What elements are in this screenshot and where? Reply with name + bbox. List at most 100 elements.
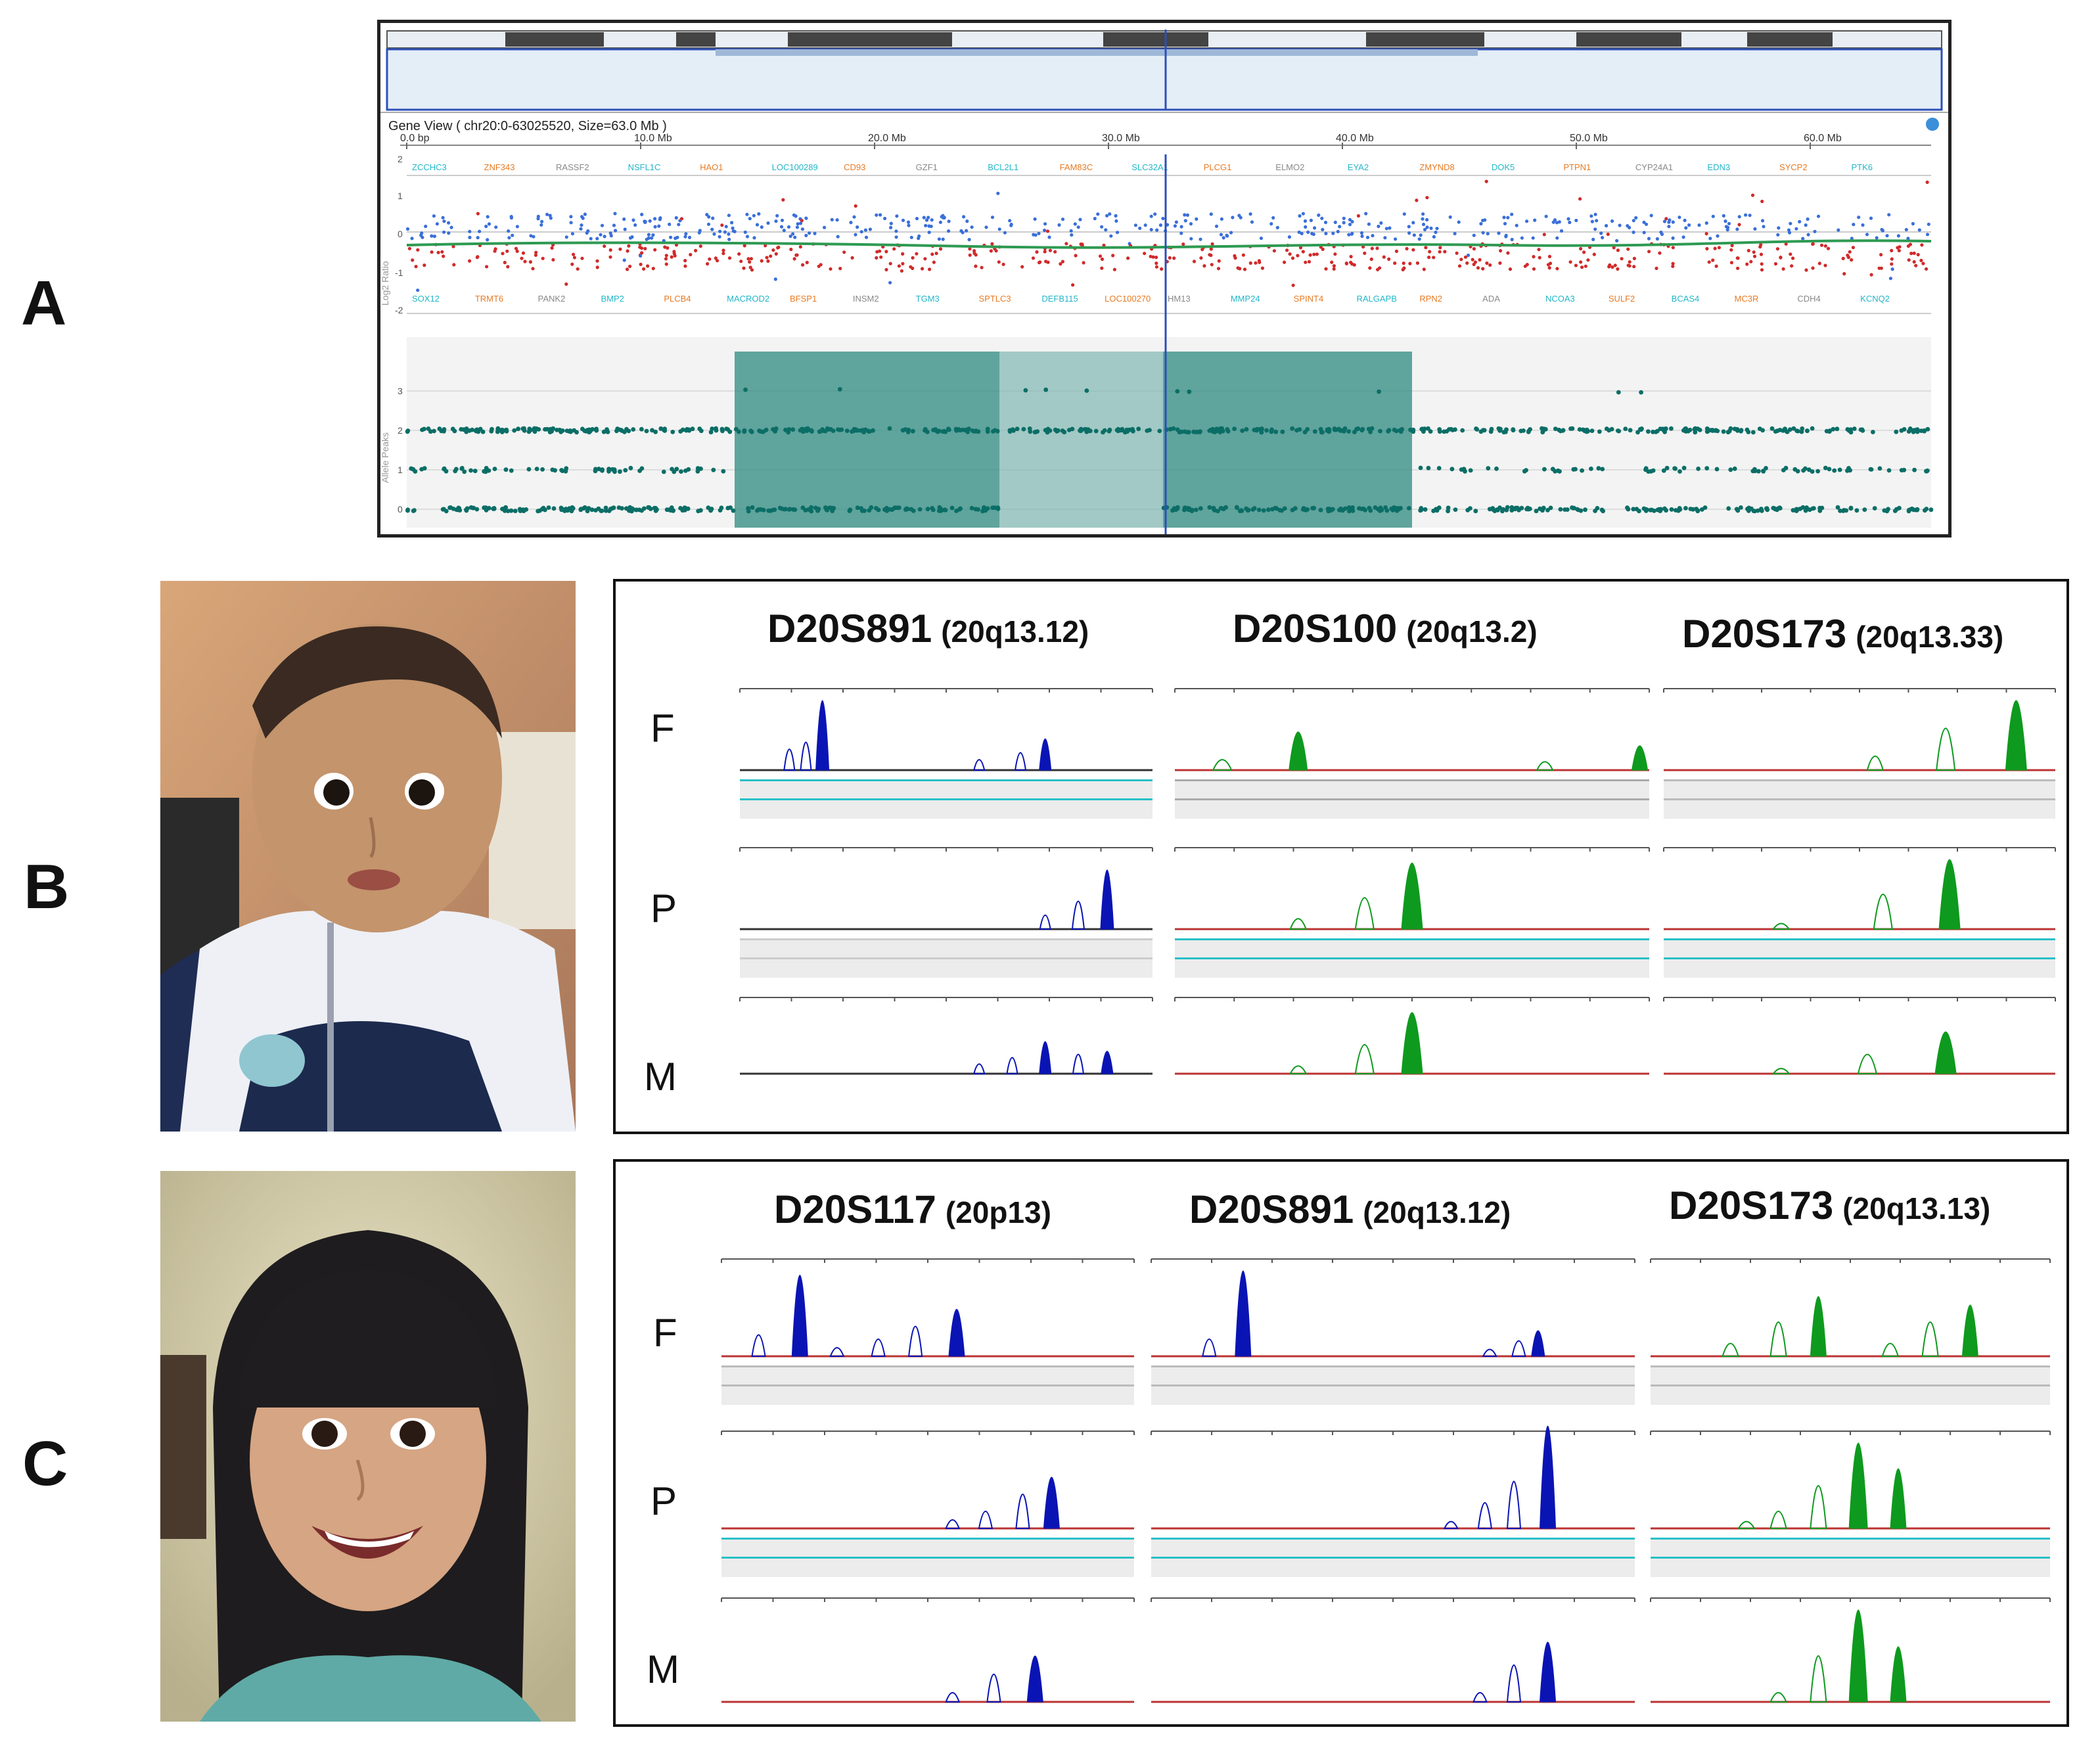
gene-label: GZF1: [916, 162, 938, 172]
allele-peak: [1026, 1655, 1043, 1703]
panel-label-b: B: [24, 852, 70, 922]
ruler-label: 20.0 Mb: [868, 133, 906, 144]
allele-peak: [1771, 1068, 1791, 1074]
allele-peak: [1072, 1053, 1085, 1074]
gene-label: PANK2: [538, 294, 566, 304]
trace-lane-band: [1151, 1538, 1635, 1577]
trace-plot: [1663, 683, 2056, 773]
marker-title-c3: D20S173 (20q13.13): [1669, 1183, 1991, 1227]
gene-label: PTK6: [1851, 162, 1873, 172]
allele-peak: [908, 1325, 923, 1357]
allele-peak: [1015, 1494, 1030, 1529]
gene-label: EYA2: [1348, 162, 1369, 172]
allele-peak: [1540, 1425, 1557, 1529]
allele-peak: [1289, 731, 1308, 771]
gene-label: NSFL1C: [628, 162, 661, 172]
trace-lane-band: [721, 1538, 1134, 1577]
allele-peak: [2005, 700, 2027, 771]
row-label-b-f: F: [651, 706, 675, 750]
allele-peak: [1881, 1342, 1900, 1357]
ruler-label: 50.0 Mb: [1570, 133, 1608, 144]
trace-lane-band: [740, 779, 1153, 819]
trace-plot: [1174, 992, 1650, 1076]
allele-peak: [1354, 1043, 1375, 1074]
gene-label: ZMYND8: [1419, 162, 1454, 172]
trace-lane-band: [721, 1365, 1134, 1405]
allele-peak: [986, 1674, 1001, 1703]
svg-text:1: 1: [398, 465, 403, 475]
allele-peak: [1043, 1477, 1060, 1529]
allele-peak: [1202, 1339, 1217, 1357]
allele-peak: [800, 741, 812, 771]
gene-label: BCL2L1: [988, 162, 1018, 172]
allele-peak: [1477, 1502, 1492, 1529]
allele-peak: [1506, 1480, 1522, 1529]
allele-peak: [815, 700, 830, 771]
gene-label: FAM83C: [1060, 162, 1093, 172]
gene-label: BFSP1: [790, 294, 817, 304]
allele-peak: [1631, 745, 1649, 771]
allele-peak: [1039, 914, 1051, 930]
trace-lane-band: [1664, 938, 2055, 978]
allele-peak: [1890, 1468, 1907, 1529]
gene-label: SLC32A1: [1131, 162, 1168, 172]
gene-label: CYP24A1: [1635, 162, 1673, 172]
allele-peak: [1737, 1521, 1756, 1529]
marker-title-b1: D20S891 (20q13.12): [767, 607, 1089, 651]
allele-peak: [1235, 1270, 1252, 1357]
allele-peak: [1810, 1485, 1827, 1529]
allele-peak: [1536, 761, 1554, 771]
allele-peak: [972, 759, 986, 771]
allele-peak: [1722, 1342, 1739, 1357]
gene-label: TRMT6: [475, 294, 503, 304]
allele-peak: [1848, 1609, 1868, 1703]
allele-peak: [1890, 1646, 1907, 1703]
trace-lane-band: [1664, 779, 2055, 819]
allele-peak: [1848, 1442, 1868, 1529]
gene-label: SYCP2: [1779, 162, 1808, 172]
allele-peak: [1443, 1521, 1459, 1529]
trace-lane-band: [1651, 1538, 2050, 1577]
allele-peak: [1472, 1692, 1488, 1703]
gene-label: BCAS4: [1672, 294, 1700, 304]
gene-label: RPN2: [1419, 294, 1442, 304]
allele-peak: [1769, 1692, 1788, 1703]
gene-label: INSM2: [853, 294, 879, 304]
allele-peak: [1212, 759, 1233, 771]
trace-plot: [721, 1254, 1135, 1359]
trace-plot: [739, 992, 1153, 1076]
gene-label: ADA: [1482, 294, 1500, 304]
allele-peak: [791, 1275, 808, 1357]
gene-label: RASSF2: [556, 162, 589, 172]
allele-peak: [1401, 863, 1423, 930]
trace-plot: [721, 1593, 1135, 1705]
allele-peak: [945, 1692, 961, 1703]
gene-label: SULF2: [1609, 294, 1635, 304]
marker-title-b2: D20S100 (20q13.2): [1233, 607, 1538, 651]
allele-peak: [1100, 869, 1114, 930]
svg-text:Log2 Ratio: Log2 Ratio: [380, 261, 390, 306]
gene-label: KCNQ2: [1860, 294, 1890, 304]
svg-text:0: 0: [398, 504, 403, 515]
allele-peak: [1934, 1031, 1957, 1074]
trace-plot: [1650, 1426, 2051, 1531]
gene-label: TGM3: [916, 294, 940, 304]
ruler-label: 10.0 Mb: [634, 133, 672, 144]
gene-label: ELMO2: [1275, 162, 1304, 172]
allele-peak: [1961, 1304, 1978, 1357]
marker-title-c1: D20S117 (20p13): [774, 1187, 1051, 1231]
gene-label: CDH4: [1797, 294, 1820, 304]
svg-text:-2: -2: [395, 305, 403, 315]
trace-plot: [1663, 992, 2056, 1076]
trace-plot: [1174, 842, 1650, 932]
trace-plot: [739, 842, 1153, 932]
gene-label: CD93: [844, 162, 865, 172]
allele-peak: [1006, 1057, 1018, 1074]
trace-lane-band: [1175, 779, 1649, 819]
svg-text:2: 2: [398, 425, 403, 436]
allele-peak: [948, 1309, 965, 1357]
ruler-label: 40.0 Mb: [1336, 133, 1374, 144]
trace-lane-band: [740, 938, 1153, 978]
trace-plot: [1650, 1254, 2051, 1359]
svg-text:0: 0: [398, 229, 403, 239]
